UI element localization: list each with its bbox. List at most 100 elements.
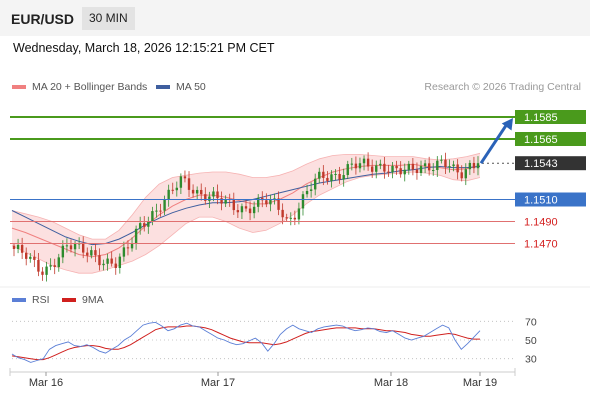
candle-body bbox=[395, 165, 398, 169]
candle-body bbox=[175, 187, 179, 191]
candle-body bbox=[98, 255, 101, 266]
candle-body bbox=[399, 168, 402, 175]
candle-body bbox=[362, 158, 366, 164]
candle-body bbox=[69, 245, 73, 250]
level-label-1.1585: 1.1585 bbox=[524, 112, 558, 124]
candle-body bbox=[138, 223, 142, 229]
candle-body bbox=[171, 189, 174, 191]
legend-ma50: MA 50 bbox=[156, 81, 206, 93]
candle-body bbox=[305, 190, 309, 195]
candle-body bbox=[342, 175, 345, 180]
candle-body bbox=[387, 171, 390, 173]
timestamp: Wednesday, March 18, 2026 12:15:21 PM CE… bbox=[13, 41, 275, 55]
x-tick-label-0: Mar 16 bbox=[29, 377, 63, 389]
candle-body bbox=[366, 158, 370, 167]
candle-body bbox=[126, 247, 130, 249]
candle-body bbox=[86, 252, 89, 256]
candle-body bbox=[195, 189, 199, 194]
candle-body bbox=[440, 159, 443, 161]
candle-body bbox=[45, 266, 48, 275]
candle-body bbox=[49, 265, 52, 267]
candle-body bbox=[204, 194, 207, 201]
candle-body bbox=[322, 171, 325, 178]
forecast-arrow-head-icon bbox=[501, 118, 513, 131]
candle-body bbox=[200, 189, 203, 195]
rsi-line bbox=[11, 321, 481, 363]
candle-body bbox=[33, 256, 36, 260]
candle-body bbox=[448, 166, 451, 168]
candle-body bbox=[106, 258, 109, 264]
x-tick-label-1: Mar 17 bbox=[201, 377, 235, 389]
candle-body bbox=[346, 164, 349, 176]
legend-9ma: 9MA bbox=[62, 294, 104, 306]
candle-body bbox=[61, 245, 65, 258]
candle-body bbox=[236, 210, 240, 213]
candle-body bbox=[257, 197, 260, 207]
candle-body bbox=[114, 263, 117, 268]
candle-body bbox=[224, 199, 227, 204]
candle-body bbox=[338, 173, 341, 180]
level-label-1.1510: 1.1510 bbox=[524, 195, 558, 207]
candle-body bbox=[130, 243, 134, 249]
candle-body bbox=[468, 162, 472, 170]
legend-ma20: MA 20 + Bollinger Bands bbox=[12, 81, 147, 93]
candle-body bbox=[452, 164, 455, 167]
level-label-1.1490: 1.1490 bbox=[524, 217, 558, 229]
candle-body bbox=[187, 178, 191, 190]
candle-body bbox=[370, 166, 374, 172]
candle-body bbox=[411, 163, 415, 170]
candle-body bbox=[248, 208, 252, 214]
x-tick-label-3: Mar 19 bbox=[463, 377, 497, 389]
candle-body bbox=[277, 198, 280, 210]
candle-body bbox=[191, 189, 195, 194]
legend-rsi: RSI bbox=[12, 294, 50, 306]
rsi-tick-50: 50 bbox=[525, 335, 537, 347]
candle-body bbox=[460, 172, 463, 179]
timeframe-button[interactable]: 30 MIN bbox=[82, 7, 135, 30]
candle-body bbox=[151, 211, 154, 222]
candle-body bbox=[29, 256, 32, 259]
candle-body bbox=[383, 163, 386, 172]
candle-body bbox=[391, 165, 394, 173]
forecast-arrow-line bbox=[479, 123, 509, 165]
candle-body bbox=[41, 271, 44, 275]
candle-body bbox=[102, 263, 105, 266]
candle-body bbox=[281, 209, 284, 218]
candle-body bbox=[240, 206, 244, 213]
candle-body bbox=[183, 176, 187, 179]
candle-body bbox=[122, 247, 126, 257]
rsi-9ma-line bbox=[11, 325, 480, 361]
candle-body bbox=[318, 171, 321, 179]
candle-body bbox=[472, 162, 476, 169]
level-tag-pivot bbox=[515, 192, 586, 207]
candle-body bbox=[163, 199, 166, 211]
candle-body bbox=[309, 189, 313, 191]
candle-body bbox=[65, 245, 69, 247]
candle-body bbox=[20, 244, 24, 253]
rsi-tick-30: 30 bbox=[525, 354, 537, 366]
candle-body bbox=[244, 206, 248, 209]
candle-body bbox=[73, 243, 77, 250]
candle-body bbox=[423, 163, 427, 167]
candle-body bbox=[81, 243, 85, 253]
level-tag-resistance bbox=[515, 110, 586, 124]
candle-body bbox=[212, 191, 215, 197]
symbol-title: EUR/USD bbox=[11, 11, 75, 27]
candle-body bbox=[143, 223, 146, 227]
candle-body bbox=[159, 210, 162, 212]
level-tag-resistance bbox=[515, 132, 586, 146]
candle-body bbox=[456, 164, 459, 173]
level-label-1.1543: 1.1543 bbox=[524, 158, 558, 170]
level-label-1.1565: 1.1565 bbox=[524, 134, 558, 146]
candle-body bbox=[57, 257, 60, 267]
candle-body bbox=[289, 217, 292, 219]
candle-body bbox=[334, 173, 337, 175]
candle-body bbox=[252, 206, 256, 214]
x-tick-label-2: Mar 18 bbox=[374, 377, 408, 389]
level-label-1.1470: 1.1470 bbox=[524, 239, 558, 251]
legend-ma50-label: MA 50 bbox=[176, 81, 206, 93]
candle-body bbox=[375, 165, 378, 172]
candle-body bbox=[297, 208, 301, 220]
bollinger-upper-line bbox=[11, 152, 481, 240]
